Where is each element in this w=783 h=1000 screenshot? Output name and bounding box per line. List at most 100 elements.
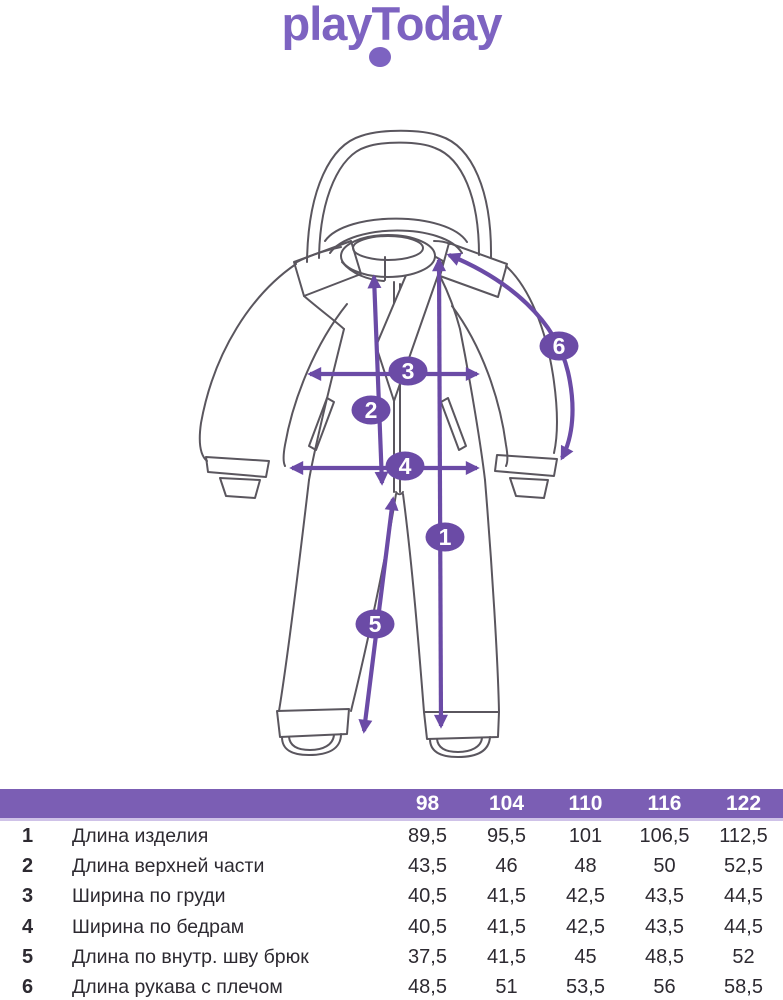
cell-value: 58,5 — [724, 976, 763, 999]
row-label: Ширина по бедрам — [72, 915, 245, 938]
size-column-header: 116 — [647, 791, 682, 815]
cell-value: 52,5 — [724, 854, 763, 877]
cell-value: 41,5 — [487, 885, 526, 908]
table-row: 6 Длина рукава с плечом 48,5 51 53,5 56 58,5 — [0, 972, 783, 1000]
right-hem-band — [423, 711, 500, 740]
size-column-header: 98 — [415, 791, 440, 815]
left-cuff — [219, 477, 261, 499]
cell-value: 40,5 — [408, 885, 447, 908]
right-underarm-seam — [439, 275, 461, 330]
cell-value: 56 — [653, 976, 676, 999]
left-sleeve-inner — [282, 303, 348, 467]
row-number: 6 — [21, 976, 34, 999]
table-row: 1 Длина изделия 89,5 95,5 101 106,5 112,5 — [0, 821, 783, 851]
brand-logo-dot-icon — [368, 47, 391, 67]
cell-value: 40,5 — [408, 915, 447, 938]
left-hem-band — [276, 708, 350, 738]
cell-value: 95,5 — [487, 824, 526, 847]
size-table-header: 98 104 110 116 122 — [0, 789, 783, 821]
right-hem-elastic-inner — [436, 737, 483, 753]
measurement-markers: 1 2 3 4 5 6 — [351, 331, 579, 639]
measure-marker-5 — [355, 609, 395, 639]
row-number: 1 — [21, 824, 34, 847]
measure-marker-1 — [425, 522, 465, 552]
crotch-seam — [395, 491, 404, 496]
measure-arrow-6 — [446, 252, 575, 461]
hood-outline — [306, 129, 493, 263]
table-row: 5 Длина по внутр. шву брюк 37,5 41,5 45 48,5 5… — [0, 942, 783, 972]
right-torso-side — [459, 328, 486, 481]
right-leg-outer — [484, 479, 500, 713]
left-cuff-band — [205, 456, 270, 478]
left-pocket — [308, 397, 335, 451]
cell-value: 44,5 — [724, 915, 763, 938]
measure-marker-label-2: 2 — [365, 397, 378, 423]
row-label: Длина изделия — [72, 824, 209, 847]
row-label: Длина верхней части — [72, 854, 265, 877]
measure-marker-label-4: 4 — [399, 453, 412, 479]
measure-marker-label-1: 1 — [439, 524, 452, 550]
cell-value: 51 — [495, 976, 518, 999]
cell-value: 106,5 — [639, 824, 690, 847]
size-table: 98 104 110 116 122 1 Длина изделия 89,5 95,5 101… — [0, 789, 783, 1000]
right-cuff — [509, 477, 549, 499]
brand-logo: playToday — [0, 0, 783, 67]
row-number: 3 — [21, 885, 34, 908]
left-leg-outer — [278, 479, 310, 712]
left-underarm-seam — [303, 295, 345, 330]
size-column-header: 110 — [568, 791, 603, 815]
cell-value: 45 — [574, 945, 597, 968]
cell-value: 53,5 — [566, 976, 605, 999]
left-hem-elastic — [281, 733, 342, 756]
right-pocket — [440, 397, 467, 451]
right-cuff-band — [494, 454, 558, 477]
cell-value: 43,5 — [408, 854, 447, 877]
measure-marker-2 — [351, 395, 391, 425]
measure-marker-label-5: 5 — [369, 611, 382, 637]
left-shoulder-flap — [293, 240, 362, 297]
row-number: 2 — [21, 854, 34, 877]
row-number: 4 — [21, 915, 34, 938]
measure-marker-6 — [539, 331, 579, 361]
cell-value: 41,5 — [487, 915, 526, 938]
cell-value: 37,5 — [408, 945, 447, 968]
left-torso-side — [308, 328, 345, 481]
cell-value: 48,5 — [408, 976, 447, 999]
left-shoulder-seam — [294, 246, 342, 264]
measure-arrow-2 — [367, 274, 389, 486]
row-label: Ширина по груди — [72, 885, 226, 908]
garment-outline — [198, 129, 558, 758]
cell-value: 43,5 — [645, 915, 684, 938]
right-shoulder-flap — [439, 242, 508, 298]
right-shoulder-seam — [433, 240, 451, 245]
row-label: Длина рукава с плечом — [72, 976, 283, 999]
cell-value: 52 — [732, 945, 755, 968]
row-number: 5 — [21, 945, 34, 968]
cell-value: 48 — [574, 854, 597, 877]
cell-value: 43,5 — [645, 885, 684, 908]
cell-value: 101 — [568, 824, 603, 847]
brand-logo-text: playToday — [281, 0, 503, 50]
measure-marker-label-6: 6 — [553, 333, 566, 359]
measure-marker-label-3: 3 — [402, 358, 415, 384]
measurement-arrows — [289, 252, 575, 734]
row-label: Длина по внутр. шву брюк — [72, 945, 309, 968]
cell-value: 89,5 — [408, 824, 447, 847]
table-row: 3 Ширина по груди 40,5 41,5 42,5 43,5 44,5 — [0, 882, 783, 912]
table-row: 4 Ширина по бедрам 40,5 41,5 42,5 43,5 44,5 — [0, 912, 783, 942]
measure-arrow-1 — [432, 257, 448, 729]
cell-value: 42,5 — [566, 885, 605, 908]
measure-marker-3 — [388, 356, 428, 386]
cell-value: 112,5 — [719, 824, 768, 847]
cell-value: 41,5 — [487, 945, 526, 968]
left-hem-elastic-inner — [288, 734, 335, 751]
size-column-header: 122 — [725, 791, 762, 815]
size-column-header: 104 — [488, 791, 525, 815]
cell-value: 50 — [653, 854, 676, 877]
left-sleeve-outer — [198, 263, 297, 462]
hood-face-rim — [324, 217, 468, 243]
table-row: 2 Длина верхней части 43,5 46 48 50 52,5 — [0, 851, 783, 881]
cell-value: 48,5 — [645, 945, 684, 968]
